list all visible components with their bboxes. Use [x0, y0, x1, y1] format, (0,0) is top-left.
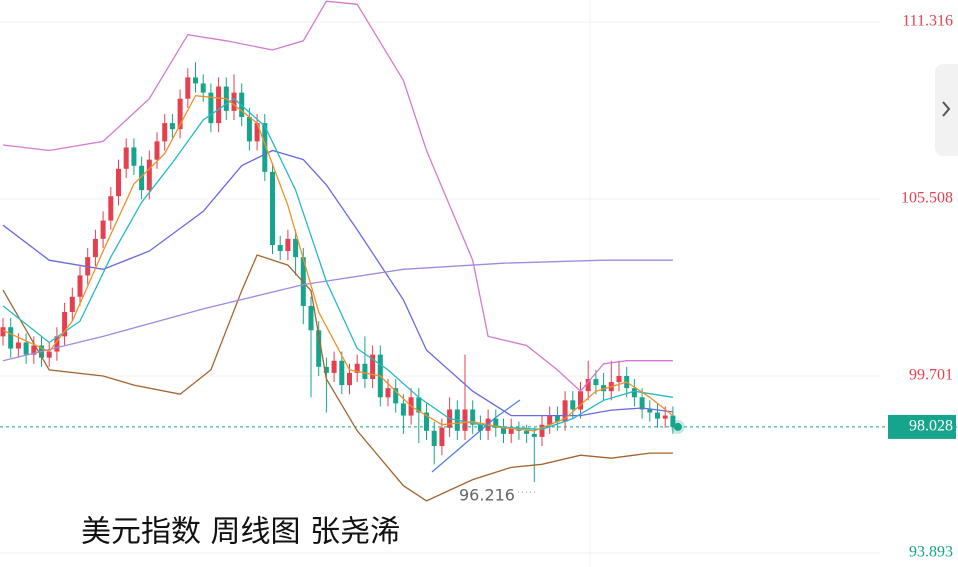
- trend-drawing: [431, 399, 521, 473]
- candle-body: [585, 379, 591, 392]
- candle-body: [477, 424, 483, 431]
- candle-body: [131, 147, 137, 166]
- candle-body: [370, 354, 376, 380]
- candle-body: [431, 430, 437, 447]
- candle-body: [193, 77, 198, 84]
- candle-body: [246, 116, 252, 142]
- candle-body: [46, 351, 52, 358]
- candle-body: [416, 397, 422, 413]
- candle-body: [285, 238, 291, 252]
- candle-body: [162, 123, 168, 142]
- candle-body: [439, 427, 445, 447]
- toggle-tab[interactable]: [935, 64, 958, 156]
- candle-body: [323, 366, 329, 373]
- last-price-box: [888, 414, 956, 439]
- candle-body: [601, 385, 607, 392]
- candle-body: [547, 415, 553, 425]
- candle-body: [616, 375, 622, 383]
- candle-body: [385, 388, 391, 398]
- candle-body: [169, 123, 175, 130]
- candle-body: [108, 196, 114, 221]
- candle-body: [400, 403, 406, 416]
- candle-body: [216, 86, 222, 124]
- indicator-line: [2, 0, 673, 393]
- low-annotation: 96.216: [459, 486, 515, 505]
- candle-body: [308, 305, 314, 331]
- chart-title: 美元指数 周线图 张尧浠: [81, 515, 400, 550]
- candle-body: [139, 165, 145, 191]
- candle-body: [23, 342, 29, 355]
- candle-body: [347, 372, 352, 386]
- candle-body: [54, 336, 60, 352]
- candle-body: [316, 330, 322, 367]
- candle-body: [331, 360, 337, 373]
- candle-body: [639, 397, 645, 410]
- candle-body: [123, 147, 129, 169]
- candle-body: [0, 327, 6, 337]
- candle-body: [92, 238, 98, 258]
- panel-toggle[interactable]: [935, 64, 958, 156]
- candle-body: [631, 388, 637, 398]
- indicator-line: [2, 259, 673, 362]
- candle-body: [146, 159, 152, 191]
- y-tick-label: 93.893: [909, 544, 953, 561]
- candle-body: [662, 415, 668, 419]
- candle-body: [116, 168, 121, 197]
- candle-body: [200, 83, 206, 93]
- candle-body: [254, 123, 260, 142]
- candle-body: [31, 345, 37, 355]
- candle-body: [77, 275, 83, 297]
- candle-body: [462, 409, 468, 431]
- indicator-line: [2, 149, 673, 417]
- candle-body: [524, 430, 530, 434]
- candle-body: [262, 123, 268, 172]
- candle-body: [354, 363, 360, 373]
- y-tick-label: 105.508: [901, 190, 953, 207]
- candle-body: [270, 171, 275, 245]
- candle-body: [277, 244, 283, 252]
- candle-body: [424, 412, 429, 431]
- indicator-line: [2, 254, 673, 502]
- candle-body: [393, 388, 399, 404]
- last-price-dot: [673, 422, 682, 431]
- candle-body: [177, 98, 183, 130]
- candle-body: [154, 141, 160, 160]
- candle-body: [62, 311, 68, 337]
- indicator-line: [2, 95, 674, 432]
- candle-body: [100, 220, 106, 239]
- last-price-label: 98.028: [909, 418, 953, 435]
- candle-body: [539, 424, 545, 437]
- candle-body: [208, 92, 214, 124]
- candle-body: [570, 400, 576, 410]
- candle-body: [470, 409, 476, 425]
- candle-body: [554, 415, 560, 422]
- candle-body: [293, 238, 299, 258]
- candle-body: [670, 415, 676, 427]
- y-tick-label: 99.701: [909, 367, 953, 384]
- candle-body: [531, 433, 537, 437]
- candle-body: [339, 360, 345, 386]
- candle-body: [562, 400, 568, 422]
- candle-body: [655, 412, 660, 419]
- candle-body: [185, 77, 191, 99]
- candle-body: [231, 92, 237, 111]
- candle-body: [647, 409, 653, 413]
- toggle-arrow: [942, 101, 951, 117]
- candle-body: [362, 363, 368, 380]
- candle-body: [8, 327, 14, 349]
- candle-body: [69, 296, 75, 312]
- candle-body: [593, 379, 599, 386]
- y-tick-label: 111.316: [902, 13, 953, 30]
- candle-body: [493, 418, 499, 428]
- candle-body: [578, 391, 583, 410]
- candle-body: [15, 342, 21, 349]
- candle-body: [501, 427, 506, 434]
- candle-body: [508, 427, 514, 434]
- indicator-line: [2, 97, 674, 430]
